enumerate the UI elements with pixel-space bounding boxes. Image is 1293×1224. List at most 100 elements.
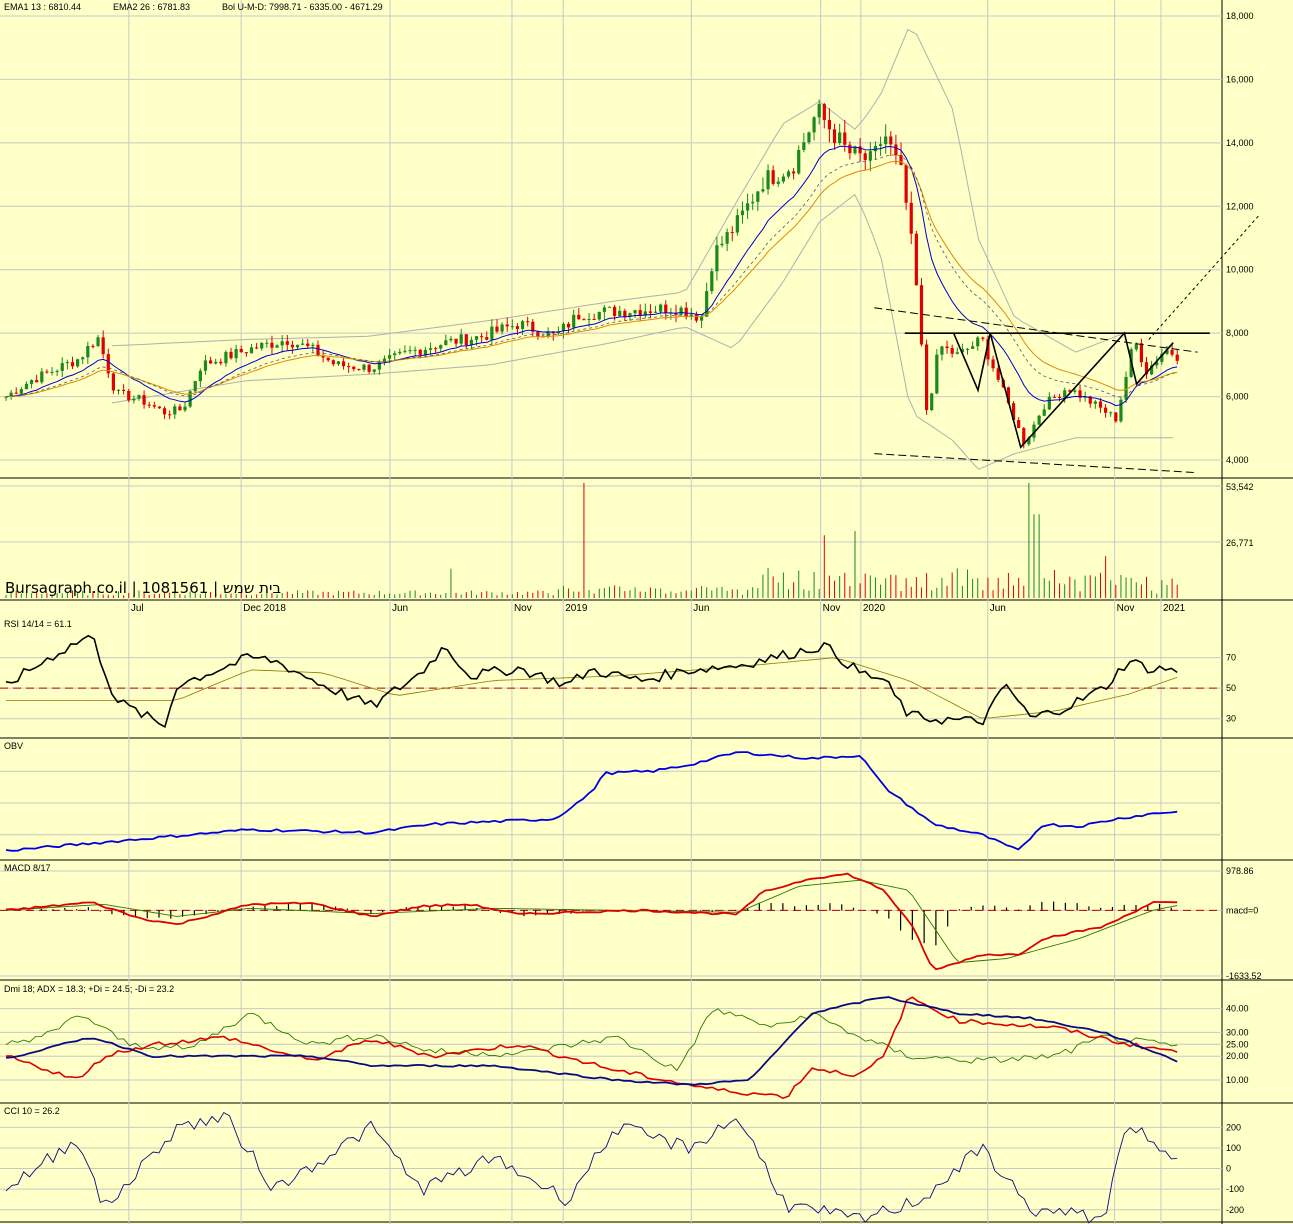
candle-body xyxy=(863,153,867,161)
price-tick-label: 16,000 xyxy=(1226,74,1254,84)
candle-body xyxy=(812,117,816,133)
candle-body xyxy=(572,314,576,328)
price-tick-label: 10,000 xyxy=(1226,265,1254,275)
candle-body xyxy=(50,371,54,373)
candle-body xyxy=(776,181,780,184)
candle-body xyxy=(331,360,335,365)
candle-body xyxy=(311,344,315,346)
candle-body xyxy=(735,215,739,233)
candle-body xyxy=(659,304,663,312)
candle-body xyxy=(1098,401,1103,408)
candle-body xyxy=(464,334,468,346)
candle-body xyxy=(786,171,791,177)
candle-body xyxy=(1134,343,1138,350)
obv-line xyxy=(5,751,1178,852)
candle-body xyxy=(520,321,525,329)
candle-body xyxy=(393,353,397,356)
indicator-tick-label: -1633.52 xyxy=(1226,971,1262,981)
price-tick-label: 6,000 xyxy=(1226,392,1249,402)
candle-body xyxy=(577,314,581,320)
candle-body xyxy=(76,359,80,367)
candle-body xyxy=(802,142,806,150)
candle-body xyxy=(817,104,821,118)
candle-body xyxy=(459,334,463,344)
candle-body xyxy=(137,395,141,399)
candle-body xyxy=(157,406,162,409)
candle-body xyxy=(444,340,448,346)
candle-body xyxy=(408,350,412,352)
candle-body xyxy=(996,368,1000,380)
candle-body xyxy=(924,344,929,411)
candle-body xyxy=(1093,401,1097,404)
candle-body xyxy=(418,349,422,355)
candle-body xyxy=(940,346,944,355)
candle-body xyxy=(526,321,530,323)
candle-body xyxy=(168,414,172,416)
x-tick-label: Nov xyxy=(1117,603,1135,614)
candle-body xyxy=(838,132,842,144)
candle-body xyxy=(203,360,208,371)
bollinger-label: Bol U-M-D: 7998.71 - 6335.00 - 4671.29 xyxy=(222,2,383,12)
candle-body xyxy=(147,404,151,406)
candle-body xyxy=(1124,376,1128,400)
candle-body xyxy=(413,349,417,351)
candle-body xyxy=(122,389,126,391)
candle-body xyxy=(81,357,85,360)
candle-body xyxy=(193,381,197,392)
candle-body xyxy=(971,346,975,349)
candle-body xyxy=(1011,403,1016,420)
candle-body xyxy=(439,345,443,349)
candle-body xyxy=(822,104,826,120)
candle-body xyxy=(24,383,29,390)
candle-body xyxy=(1170,349,1174,355)
candle-body xyxy=(1063,390,1067,398)
volume-tick-label: 53,542 xyxy=(1226,482,1254,492)
candle-body xyxy=(1017,419,1021,429)
candle-body xyxy=(382,358,387,362)
candle-body xyxy=(275,345,279,348)
candle-body xyxy=(132,398,136,401)
candle-body xyxy=(244,352,248,354)
bollinger-upper-band xyxy=(111,28,1174,353)
bollinger-lower-band xyxy=(111,193,1174,470)
candle-body xyxy=(607,306,612,308)
candle-body xyxy=(899,155,903,166)
candle-body xyxy=(930,393,934,411)
candle-body xyxy=(469,339,474,346)
candle-body xyxy=(480,336,484,338)
candle-body xyxy=(664,304,668,314)
candle-body xyxy=(515,326,520,329)
candle-body xyxy=(40,371,44,383)
candle-body xyxy=(35,380,39,383)
candle-body xyxy=(423,349,427,355)
candle-body xyxy=(858,146,862,154)
candle-body xyxy=(756,191,760,202)
x-tick-label: 2021 xyxy=(1163,603,1186,614)
indicator-tick-label: -200 xyxy=(1226,1205,1244,1215)
candle-body xyxy=(316,344,320,356)
candle-body xyxy=(884,136,888,145)
indicator-lines xyxy=(0,634,1222,1224)
upper-channel-trendline xyxy=(874,307,1198,353)
brand-label: Bursagraph.co.il | 1081561 | בית שמש xyxy=(5,579,281,597)
candle-body xyxy=(960,348,964,353)
candle-body xyxy=(341,361,346,367)
candle-body xyxy=(1027,437,1031,445)
indicator-tick-label: 30.00 xyxy=(1226,1027,1249,1037)
price-tick-label: 4,000 xyxy=(1226,455,1249,465)
candle-body xyxy=(889,136,893,145)
candle-body xyxy=(740,210,745,216)
price-tick-label: 12,000 xyxy=(1226,201,1254,211)
indicator-tick-label: 40.00 xyxy=(1226,1004,1249,1014)
candle-body xyxy=(367,364,371,372)
candle-body xyxy=(142,395,146,405)
candle-body xyxy=(45,371,49,373)
candle-body xyxy=(613,306,617,316)
candle-body xyxy=(694,314,699,321)
candle-body xyxy=(633,310,637,314)
candle-body xyxy=(239,349,243,353)
indicator-tick-label: 25.00 xyxy=(1226,1039,1249,1049)
candle-body xyxy=(720,243,724,246)
candle-body xyxy=(188,391,192,407)
